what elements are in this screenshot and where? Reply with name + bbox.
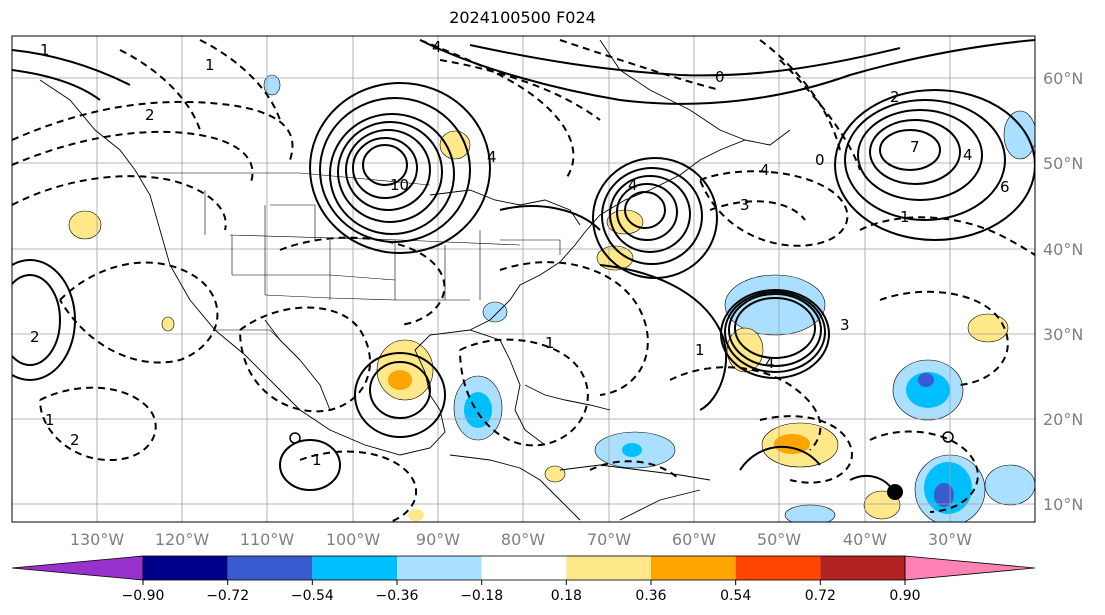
colorbar-segment — [820, 556, 905, 580]
colorbar-tick-label: −0.72 — [206, 588, 249, 604]
lon-label: 130°W — [70, 530, 125, 549]
contour-label: 1 — [545, 334, 555, 352]
colorbar-segment — [735, 556, 821, 580]
contour-label: 6 — [1000, 178, 1010, 196]
contour-label: 4 — [963, 146, 973, 164]
contour-label: 4 — [765, 354, 775, 372]
contour-label: 1 — [312, 451, 322, 469]
contour-label: 1 — [900, 208, 910, 226]
lat-label: 30°N — [1043, 325, 1083, 344]
contour-label: 1 — [40, 41, 50, 59]
contour-label: 3 — [740, 196, 750, 214]
contour-label: 7 — [910, 138, 920, 156]
contour-label: 4 — [628, 176, 638, 194]
colorbar-frame — [142, 555, 906, 581]
lon-label: 110°W — [240, 530, 295, 549]
contour-label: 1 — [45, 411, 55, 429]
contour-label: 4 — [432, 38, 442, 56]
contour-label: 10 — [390, 176, 409, 194]
lon-label: 60°W — [672, 530, 716, 549]
contour-labels: 1 1 4 4 0 2 10 4 1 3 1 4 1 2 4 0 3 1 2 7… — [30, 38, 1010, 469]
lat-label: 60°N — [1043, 69, 1083, 88]
colorbar-tick-label: −0.18 — [460, 588, 503, 604]
contour-label: 0 — [715, 68, 725, 86]
dashed-contours — [12, 39, 1035, 522]
lon-label: 90°W — [416, 530, 460, 549]
borders — [150, 172, 561, 361]
map-border — [11, 35, 1036, 523]
colorbar-segment — [566, 556, 651, 580]
colorbar-tick-label: 0.54 — [720, 588, 751, 604]
colorbar-tick-label: −0.36 — [376, 588, 419, 604]
map-title: 2024100500 F024 — [449, 8, 596, 27]
colorbar-extend-low — [11, 555, 144, 581]
contour-label: 2 — [145, 106, 155, 124]
longitude-labels: 130°W 120°W 110°W 100°W 90°W 80°W 70°W 6… — [70, 530, 972, 549]
colorbar-tick-label: −0.54 — [291, 588, 334, 604]
colorbar-tick-label: 0.36 — [635, 588, 666, 604]
colorbar-extend-high — [904, 555, 1036, 581]
contour-label: 0 — [815, 151, 825, 169]
colorbar-segment — [481, 556, 567, 580]
contour-label: 1 — [695, 341, 705, 359]
latitude-labels: 60°N 50°N 40°N 30°N 20°N 10°N — [1043, 69, 1083, 514]
colorbar — [11, 555, 1036, 581]
contour-label: 2 — [70, 431, 80, 449]
contour-label: 4 — [487, 148, 497, 166]
contour-label: 3 — [840, 316, 850, 334]
lon-label: 100°W — [326, 530, 381, 549]
lat-label: 10°N — [1043, 495, 1083, 514]
lon-label: 70°W — [587, 530, 631, 549]
colorbar-tick-label: 0.72 — [805, 588, 836, 604]
lon-label: 120°W — [155, 530, 210, 549]
contour-label: 2 — [890, 88, 900, 106]
contour-label: 4 — [760, 161, 770, 179]
colorbar-tick-label: 0.90 — [889, 588, 920, 604]
colorbar-segment — [651, 556, 736, 580]
lon-label: 50°W — [757, 530, 801, 549]
colorbar-ticks: −0.90 −0.72 −0.54 −0.36 −0.18 0.18 0.36 0.54 0.7… — [122, 580, 921, 604]
solid-contours — [12, 39, 1035, 496]
colorbar-segment — [312, 556, 397, 580]
lat-label: 20°N — [1043, 410, 1083, 429]
shaded-anomalies — [68, 74, 1035, 522]
map-area — [12, 36, 1035, 522]
lon-label: 30°W — [928, 530, 972, 549]
marker-ring — [942, 431, 954, 443]
lat-label: 40°N — [1043, 240, 1083, 259]
colorbar-segment — [397, 556, 482, 580]
marker-ring — [289, 432, 301, 444]
lon-label: 40°W — [843, 530, 887, 549]
colorbar-segment — [227, 556, 313, 580]
lon-label: 80°W — [501, 530, 545, 549]
colorbar-segment — [143, 556, 228, 580]
marker-dot — [887, 484, 903, 500]
colorbar-tick-label: −0.90 — [122, 588, 165, 604]
coastlines — [39, 39, 791, 521]
lat-label: 50°N — [1043, 154, 1083, 173]
contour-label: 1 — [205, 56, 215, 74]
contour-label: 2 — [30, 328, 40, 346]
colorbar-tick-label: 0.18 — [551, 588, 582, 604]
